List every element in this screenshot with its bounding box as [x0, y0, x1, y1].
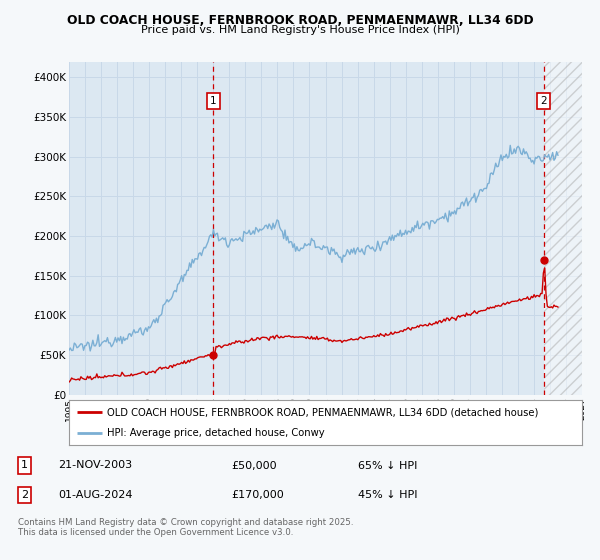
Text: Price paid vs. HM Land Registry's House Price Index (HPI): Price paid vs. HM Land Registry's House …: [140, 25, 460, 35]
Text: 1: 1: [21, 460, 28, 470]
Text: 01-AUG-2024: 01-AUG-2024: [58, 490, 133, 500]
Text: 1: 1: [210, 96, 217, 106]
Text: OLD COACH HOUSE, FERNBROOK ROAD, PENMAENMAWR, LL34 6DD (detached house): OLD COACH HOUSE, FERNBROOK ROAD, PENMAEN…: [107, 408, 539, 418]
Text: £170,000: £170,000: [231, 490, 284, 500]
Text: 21-NOV-2003: 21-NOV-2003: [58, 460, 132, 470]
Text: HPI: Average price, detached house, Conwy: HPI: Average price, detached house, Conw…: [107, 428, 325, 438]
Text: 2: 2: [21, 490, 28, 500]
Text: 65% ↓ HPI: 65% ↓ HPI: [358, 460, 417, 470]
Text: £50,000: £50,000: [231, 460, 277, 470]
Bar: [544, 62, 582, 395]
Text: OLD COACH HOUSE, FERNBROOK ROAD, PENMAENMAWR, LL34 6DD: OLD COACH HOUSE, FERNBROOK ROAD, PENMAEN…: [67, 14, 533, 27]
Text: 2: 2: [540, 96, 547, 106]
Text: Contains HM Land Registry data © Crown copyright and database right 2025.
This d: Contains HM Land Registry data © Crown c…: [18, 518, 353, 538]
Text: 45% ↓ HPI: 45% ↓ HPI: [358, 490, 417, 500]
